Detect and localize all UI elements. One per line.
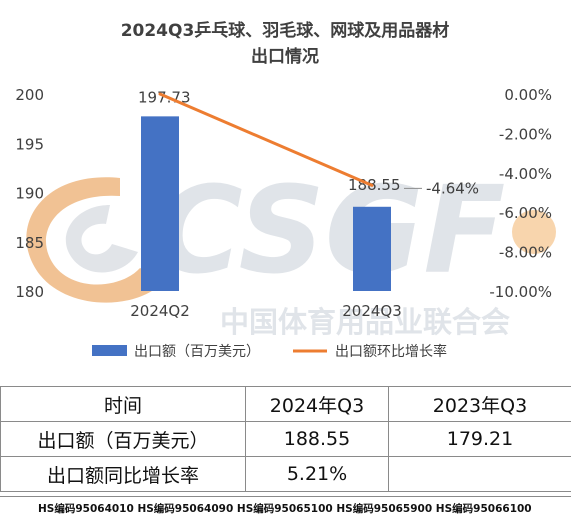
x-axis-tick-label: 2024Q3 xyxy=(342,302,402,320)
bar xyxy=(141,116,179,291)
legend-bar-swatch xyxy=(92,345,127,356)
table-cell: 2024年Q3 xyxy=(245,386,389,422)
chart-title-line2: 出口情况 xyxy=(251,46,319,67)
right-axis-tick-label: -10.00% xyxy=(489,283,552,301)
bar xyxy=(353,206,391,291)
watermark-logo-text: CSGF xyxy=(155,162,506,301)
legend-bar-label: 出口额（百万美元） xyxy=(134,344,260,360)
right-axis-tick-label: -4.00% xyxy=(499,165,552,183)
left-axis-tick-label: 185 xyxy=(15,234,44,252)
x-axis-tick-label: 2024Q2 xyxy=(130,302,190,320)
table-row: 出口额同比增长率 5.21% xyxy=(0,456,571,492)
table-cell: 2023年Q3 xyxy=(388,386,571,422)
table-cell: 188.55 xyxy=(245,421,389,457)
right-axis-tick-label: -2.00% xyxy=(499,125,552,143)
right-axis-tick-label: -8.00% xyxy=(499,244,552,262)
line-point xyxy=(158,92,162,96)
table-cell: 出口额同比增长率 xyxy=(0,456,246,492)
left-axis: 180 185 190 195 200 xyxy=(15,86,44,301)
legend: 出口额（百万美元） 出口额环比增长率 xyxy=(92,343,447,360)
hs-code-footer: HS编码95064010 HS编码95064090 HS编码95065100 H… xyxy=(0,496,571,523)
watermark: CSGF 中国体育用品业联合会 xyxy=(26,162,556,339)
table-cell: 时间 xyxy=(0,386,246,422)
left-axis-tick-label: 200 xyxy=(15,86,44,104)
watermark-org-text: 中国体育用品业联合会 xyxy=(220,305,510,339)
table-header-row: 时间 2024年Q3 2023年Q3 xyxy=(0,386,571,422)
right-axis-tick-label: 0.00% xyxy=(504,86,552,104)
table-cell xyxy=(388,456,571,492)
right-axis: 0.00% -2.00% -4.00% -6.00% -8.00% -10.00% xyxy=(489,86,552,301)
line-path xyxy=(159,92,373,187)
line-point xyxy=(370,183,374,187)
table-cell: 出口额（百万美元） xyxy=(0,421,246,457)
line-data-label: -4.64% xyxy=(426,179,479,197)
right-axis-tick-label: -6.00% xyxy=(499,204,552,222)
table-cell: 5.21% xyxy=(245,456,389,492)
chart-title-line1: 2024Q3乒乓球、羽毛球、网球及用品器材 xyxy=(121,20,450,41)
left-axis-tick-label: 195 xyxy=(15,135,44,153)
summary-table: 时间 2024年Q3 2023年Q3 出口额（百万美元） 188.55 179.… xyxy=(0,386,571,492)
left-axis-tick-label: 190 xyxy=(15,185,44,203)
line-series: -4.64% xyxy=(158,92,479,197)
left-axis-tick-label: 180 xyxy=(15,283,44,301)
x-axis: 2024Q2 2024Q3 xyxy=(130,302,402,320)
legend-line-label: 出口额环比增长率 xyxy=(335,343,447,360)
table-row: 出口额（百万美元） 188.55 179.21 xyxy=(0,421,571,457)
table-cell: 179.21 xyxy=(388,421,571,457)
chart: CSGF 中国体育用品业联合会 2024Q3乒乓球、羽毛球、网球及用品器材 出口… xyxy=(15,20,556,360)
